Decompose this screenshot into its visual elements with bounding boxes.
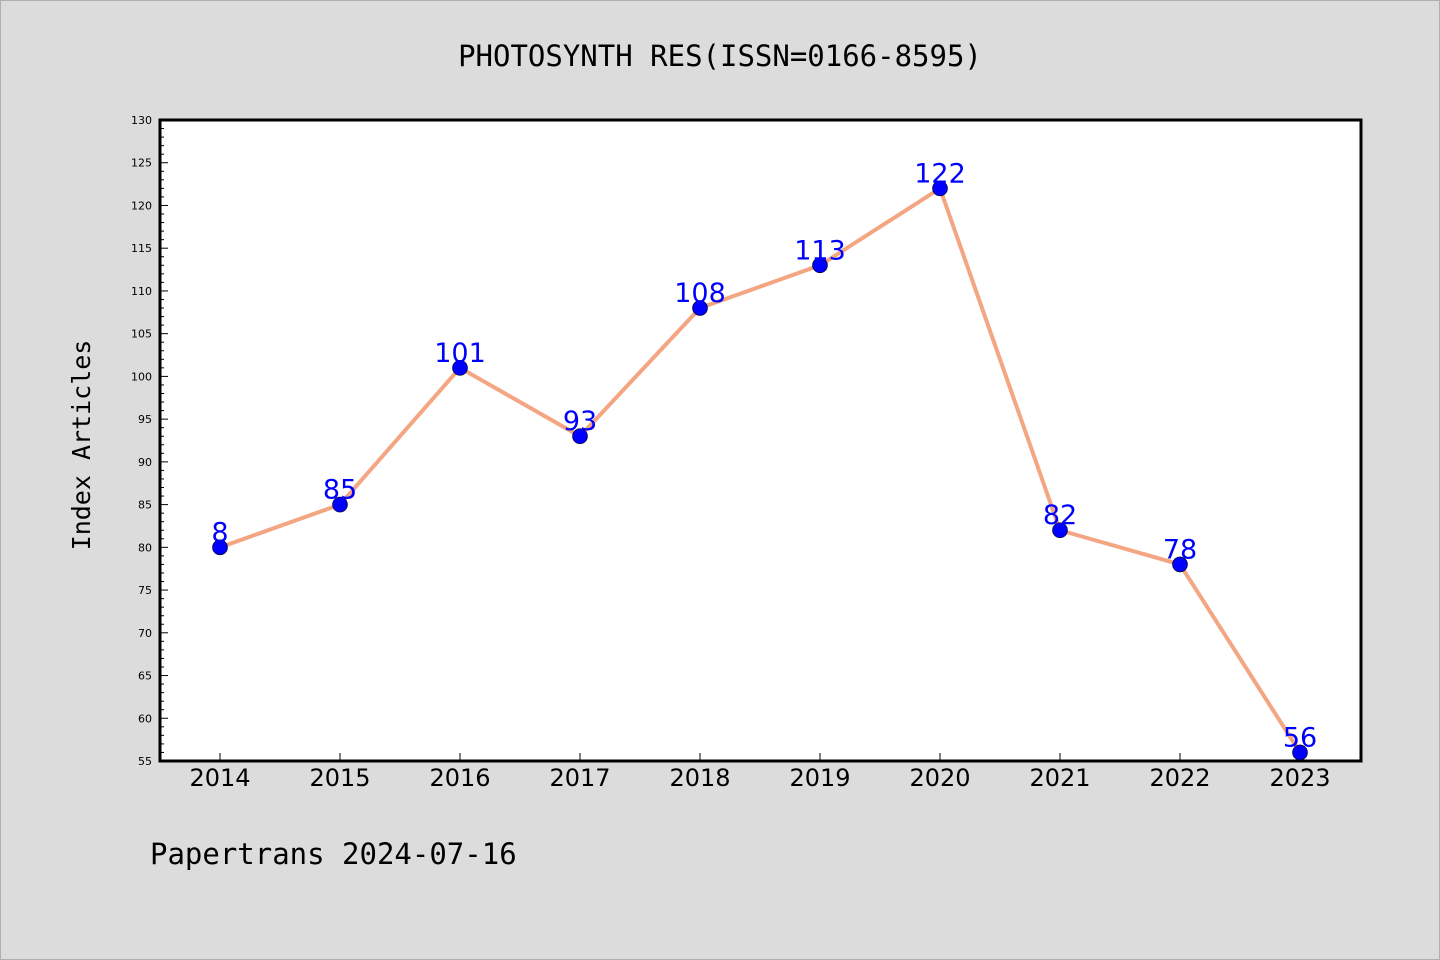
x-tick-label: 2021 <box>1029 764 1090 792</box>
x-tick-label: 2017 <box>549 764 610 792</box>
data-point-marker <box>1172 556 1188 573</box>
data-label: 82 <box>1043 500 1077 531</box>
data-point-marker <box>1052 522 1068 539</box>
y-tick-label: 115 <box>131 242 152 255</box>
x-axis: 2014 2015 2016 2017 2018 2019 2020 2021 2022 2023 <box>189 753 1331 792</box>
y-tick-label: 100 <box>131 370 152 383</box>
data-label: 8 <box>211 517 228 548</box>
x-tick-label: 2023 <box>1269 764 1330 792</box>
data-point-marker <box>212 539 228 556</box>
y-tick-label: 55 <box>138 755 152 768</box>
data-point-marker <box>812 257 828 274</box>
data-point-marker <box>1292 744 1308 761</box>
y-tick-label: 110 <box>131 285 152 298</box>
y-tick-label: 70 <box>138 627 152 640</box>
y-tick-label: 60 <box>138 712 152 725</box>
plot-area <box>158 118 1363 763</box>
data-point-marker <box>692 300 708 316</box>
data-label: 122 <box>914 158 966 189</box>
data-label: 56 <box>1283 722 1317 753</box>
series-line-group <box>212 180 1308 761</box>
x-tick-label: 2019 <box>789 764 850 792</box>
chart-title: PHOTOSYNTH RES(ISSN=0166-8595) <box>458 39 982 73</box>
y-tick-label: 120 <box>131 199 152 212</box>
data-label-group: 8 85 101 93 108 113 122 82 78 56 <box>211 158 1317 753</box>
series-line <box>219 186 1302 754</box>
data-label: 108 <box>674 278 726 309</box>
x-tick-label: 2022 <box>1149 764 1210 792</box>
y-tick-label: 75 <box>138 584 152 597</box>
y-axis-label: Index Articles <box>67 340 96 551</box>
y-tick-label: 105 <box>131 328 152 341</box>
data-point-marker <box>332 496 348 513</box>
x-tick-label: 2020 <box>909 764 970 792</box>
y-axis: 55 60 65 70 75 80 85 90 95 100 105 110 115 120 125 130 <box>131 114 168 768</box>
x-tick-label: 2018 <box>669 764 730 792</box>
data-point-marker <box>932 180 948 197</box>
x-tick-label: 2014 <box>189 764 250 792</box>
y-tick-label: 95 <box>138 413 152 426</box>
y-tick-label: 80 <box>138 541 152 554</box>
y-tick-label: 130 <box>131 114 152 127</box>
x-tick-label: 2016 <box>429 764 490 792</box>
data-point-marker <box>452 360 468 376</box>
data-label: 78 <box>1163 534 1197 565</box>
data-point-marker <box>572 428 588 445</box>
data-label: 93 <box>563 406 597 437</box>
footer-text: Papertrans 2024-07-16 <box>150 837 517 871</box>
y-tick-label: 125 <box>131 157 152 170</box>
data-label: 101 <box>434 338 486 369</box>
y-tick-label: 85 <box>138 499 152 512</box>
y-tick-label: 65 <box>138 670 152 683</box>
y-tick-label: 90 <box>138 456 152 469</box>
data-label: 85 <box>323 475 357 506</box>
data-label: 113 <box>794 235 846 266</box>
x-tick-label: 2015 <box>309 764 370 792</box>
